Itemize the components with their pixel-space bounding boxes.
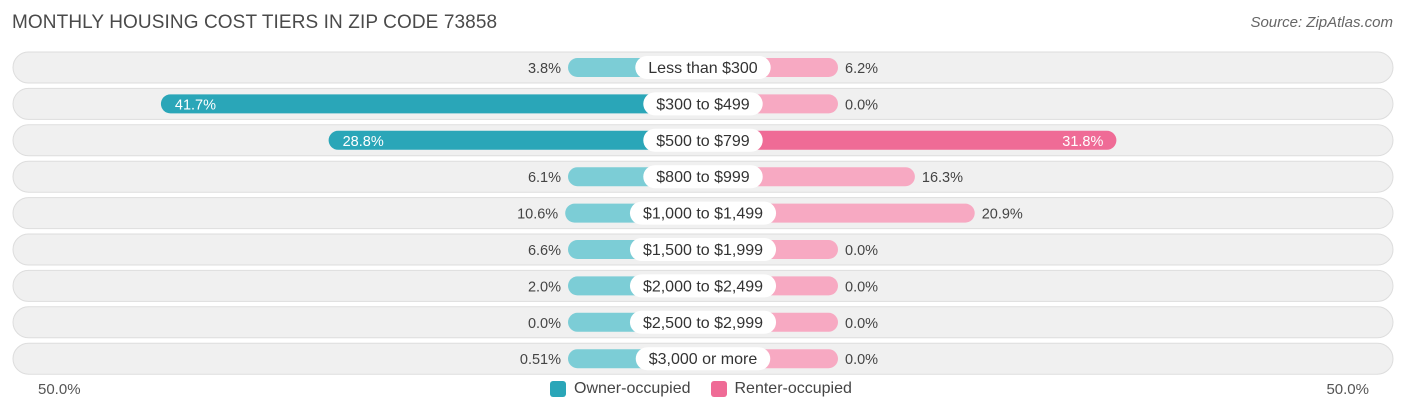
renter-value-label: 0.0% <box>845 279 878 295</box>
owner-bar <box>160 94 703 114</box>
axis-left-label: 50.0% <box>38 381 81 398</box>
renter-value-label: 16.3% <box>922 170 963 186</box>
category-pill <box>635 347 771 371</box>
chart-title: MONTHLY HOUSING COST TIERS IN ZIP CODE 7… <box>12 12 498 33</box>
source-label: Source: ZipAtlas.com <box>1250 14 1393 31</box>
renter-value-label: 31.8% <box>1062 134 1103 150</box>
category-label: $500 to $799 <box>656 133 750 150</box>
renter-value-label: 0.0% <box>845 316 878 332</box>
owner-bar <box>328 130 703 150</box>
owner-value-label: 0.0% <box>528 316 561 332</box>
renter-value-label: 0.0% <box>845 352 878 368</box>
renter-value-label: 0.0% <box>845 97 878 113</box>
category-pill <box>635 56 771 79</box>
owner-value-label: 10.6% <box>517 207 558 223</box>
category-pill <box>629 274 777 298</box>
category-label: $3,000 or more <box>649 351 758 368</box>
axis-right-label: 50.0% <box>1326 381 1369 398</box>
renter-value-label: 0.0% <box>845 243 878 259</box>
renter-bar <box>703 130 1117 150</box>
legend: Owner-occupied Renter-occupied <box>550 380 872 398</box>
legend-swatch-renter <box>710 381 727 397</box>
owner-value-label: 2.0% <box>528 279 561 295</box>
owner-value-label: 0.51% <box>520 352 561 368</box>
category-label: Less than $300 <box>648 60 758 77</box>
owner-value-label: 3.8% <box>528 61 561 77</box>
category-pill <box>643 165 763 189</box>
category-pill <box>643 92 763 116</box>
legend-label-renter: Renter-occupied <box>734 380 852 397</box>
owner-value-label: 6.6% <box>528 243 561 259</box>
category-label: $800 to $999 <box>656 169 750 186</box>
renter-value-label: 20.9% <box>982 207 1023 223</box>
category-label: $1,000 to $1,499 <box>643 206 763 223</box>
category-label: $2,000 to $2,499 <box>643 278 763 295</box>
legend-item-owner: Owner-occupied <box>550 380 691 398</box>
category-pill <box>643 128 763 152</box>
renter-value-label: 6.2% <box>845 61 878 77</box>
category-label: $1,500 to $1,999 <box>643 242 763 259</box>
category-label: $300 to $499 <box>656 96 750 113</box>
legend-swatch-owner <box>550 381 566 397</box>
category-pill <box>629 201 777 225</box>
owner-value-label: 41.7% <box>175 97 216 113</box>
category-pill <box>629 310 777 334</box>
category-label: $2,500 to $2,999 <box>643 315 763 332</box>
legend-label-owner: Owner-occupied <box>574 380 691 397</box>
legend-item-renter: Renter-occupied <box>710 380 852 398</box>
owner-value-label: 6.1% <box>528 170 561 186</box>
owner-value-label: 28.8% <box>343 134 384 150</box>
category-pill <box>629 238 777 261</box>
